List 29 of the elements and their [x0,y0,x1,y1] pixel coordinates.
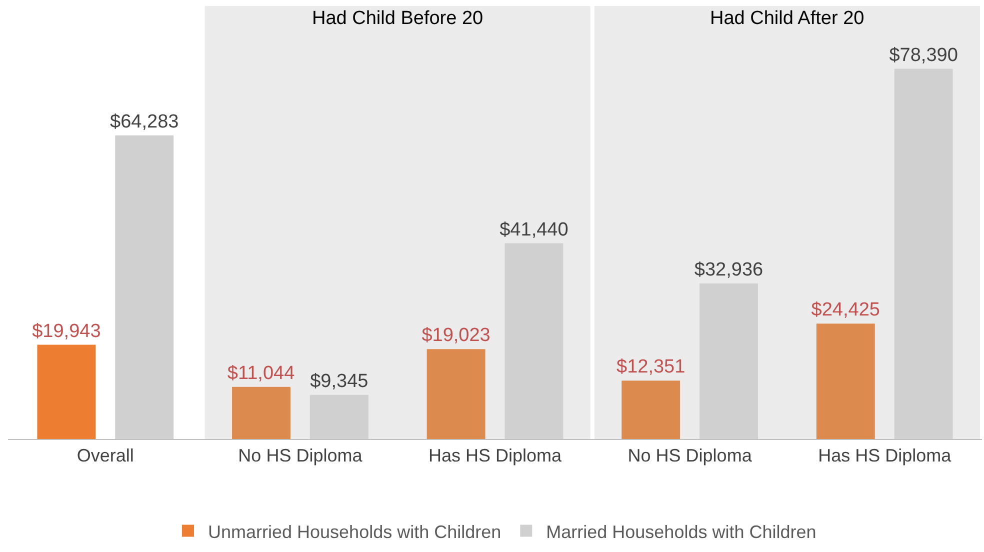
data-label: $12,351 [616,356,686,378]
data-label: $64,283 [110,111,179,132]
bar [622,380,680,439]
data-label: $41,440 [500,219,568,240]
text: Had Child After 20 [710,8,864,29]
data-label: $19,943 [32,320,101,342]
data-label: $24,425 [811,300,880,321]
legend-label: Unmarried Households with Children [208,522,502,542]
text: Had Child Before 20 [312,8,484,29]
data-label: $78,390 [889,44,958,66]
bar [504,243,564,439]
bar [700,283,758,439]
bar [426,349,486,439]
legend-label: Married Households with Children [546,522,816,542]
bar [816,324,875,439]
x-tick-label: Has HS Diploma [428,446,563,466]
x-tick-label: No HS Diploma [628,446,753,466]
data-label: $11,044 [227,362,296,384]
data-label: $9,345 [310,370,368,392]
bar [894,68,953,439]
bar [310,394,368,439]
bar [232,386,290,439]
bar [37,344,96,439]
data-label: $19,023 [422,325,490,346]
x-tick-label: No HS Diploma [238,446,364,466]
x-tick-label: Has HS Diploma [818,446,952,466]
bar [115,135,174,439]
x-tick-label: Overall [76,446,134,466]
data-label: $32,936 [694,259,764,280]
